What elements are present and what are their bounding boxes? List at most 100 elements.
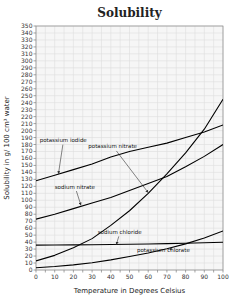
x-grid-line bbox=[148, 26, 149, 270]
y-tick bbox=[34, 221, 37, 222]
y-tick bbox=[34, 60, 37, 61]
y-tick-label: 230 bbox=[21, 106, 33, 113]
y-tick-label: 270 bbox=[21, 78, 33, 85]
y-tick bbox=[34, 214, 37, 215]
x-tick-label: 100 bbox=[217, 273, 229, 280]
y-grid-line bbox=[36, 130, 223, 131]
x-grid-line bbox=[64, 26, 65, 270]
grid bbox=[36, 26, 223, 270]
y-tick-label: 340 bbox=[21, 29, 33, 36]
y-tick-label: 180 bbox=[21, 141, 33, 148]
y-tick bbox=[34, 109, 37, 110]
lines bbox=[36, 99, 223, 268]
y-tick-label: 280 bbox=[21, 71, 33, 78]
x-grid-line bbox=[45, 26, 46, 270]
annotation-text: sodium nitrate bbox=[55, 184, 96, 190]
y-tick bbox=[34, 116, 37, 117]
y-grid-line bbox=[36, 158, 223, 159]
y-grid-line bbox=[36, 200, 223, 201]
y-tick bbox=[34, 53, 37, 54]
y-tick-label: 20 bbox=[25, 252, 33, 259]
y-tick bbox=[34, 235, 37, 236]
x-grid-line bbox=[204, 26, 205, 270]
x-tick bbox=[157, 270, 158, 273]
y-tick bbox=[34, 151, 37, 152]
y-tick-label: 110 bbox=[21, 189, 33, 196]
y-tick bbox=[34, 200, 37, 201]
y-tick bbox=[34, 207, 37, 208]
x-tick-label: 70 bbox=[163, 273, 171, 280]
x-tick bbox=[213, 270, 214, 273]
y-tick-label: 130 bbox=[21, 175, 33, 182]
y-grid-line bbox=[36, 109, 223, 110]
annotation-text: potassium chlorate bbox=[137, 247, 190, 254]
y-grid-line bbox=[36, 263, 223, 264]
y-tick-label: 10 bbox=[25, 259, 33, 266]
x-grid-line bbox=[176, 26, 177, 270]
series-line bbox=[36, 242, 223, 245]
y-tick bbox=[34, 67, 37, 68]
y-tick bbox=[34, 193, 37, 194]
y-tick-label: 160 bbox=[21, 154, 33, 161]
plot-area bbox=[36, 26, 223, 270]
x-tick bbox=[194, 270, 195, 273]
y-tick-label: 70 bbox=[25, 217, 33, 224]
x-tick-label: 0 bbox=[34, 273, 38, 280]
y-tick-label: 310 bbox=[21, 50, 33, 57]
annotation-text: sodium chloride bbox=[98, 229, 143, 235]
y-tick-label: 190 bbox=[21, 134, 33, 141]
y-tick bbox=[34, 102, 37, 103]
y-tick-label: 220 bbox=[21, 113, 33, 120]
y-axis-label: Solubility in g/ 100 cm³ water bbox=[3, 96, 11, 199]
series-line bbox=[36, 231, 223, 268]
x-tick bbox=[176, 270, 177, 273]
y-grid-line bbox=[36, 221, 223, 222]
y-tick bbox=[34, 144, 37, 145]
y-grid-line bbox=[36, 123, 223, 124]
annotation-text: potassium nitrate bbox=[88, 143, 137, 150]
series-line bbox=[36, 99, 223, 261]
x-tick-label: 80 bbox=[182, 273, 190, 280]
x-grid-line bbox=[54, 26, 55, 270]
y-grid-line bbox=[36, 46, 223, 47]
y-tick-label: 0 bbox=[29, 266, 33, 273]
x-grid-line bbox=[213, 26, 214, 270]
y-tick bbox=[34, 81, 37, 82]
y-tick-label: 240 bbox=[21, 99, 33, 106]
y-grid-line bbox=[36, 81, 223, 82]
series-line bbox=[36, 145, 223, 220]
y-grid-line bbox=[36, 179, 223, 180]
x-tick-label: 10 bbox=[51, 273, 59, 280]
y-tick bbox=[34, 123, 37, 124]
y-tick bbox=[34, 165, 37, 166]
y-tick bbox=[34, 249, 37, 250]
x-tick bbox=[138, 270, 139, 273]
y-grid-line bbox=[36, 32, 223, 33]
annotation-text: potassium iodide bbox=[40, 137, 88, 144]
chart: 0102030405060708090100010203040506070809… bbox=[0, 0, 231, 300]
y-tick-label: 300 bbox=[21, 57, 33, 64]
y-tick-label: 140 bbox=[21, 168, 33, 175]
plot-frame bbox=[36, 26, 223, 270]
x-tick-label: 30 bbox=[88, 273, 96, 280]
x-grid-line bbox=[157, 26, 158, 270]
y-tick bbox=[34, 95, 37, 96]
x-grid-line bbox=[185, 26, 186, 270]
y-tick-label: 150 bbox=[21, 161, 33, 168]
y-grid-line bbox=[36, 74, 223, 75]
x-tick-label: 90 bbox=[200, 273, 208, 280]
x-grid-line bbox=[166, 26, 167, 270]
y-grid-line bbox=[36, 165, 223, 166]
y-tick-label: 260 bbox=[21, 85, 33, 92]
x-axis-label: Temperature in Degrees Celsius bbox=[73, 287, 186, 295]
y-tick-label: 30 bbox=[25, 245, 33, 252]
y-tick-label: 320 bbox=[21, 43, 33, 50]
y-tick-label: 200 bbox=[21, 127, 33, 134]
y-tick-label: 100 bbox=[21, 196, 33, 203]
y-tick-label: 290 bbox=[21, 64, 33, 71]
y-tick bbox=[34, 270, 37, 271]
title: Solubility bbox=[97, 6, 163, 20]
y-grid-line bbox=[36, 95, 223, 96]
y-tick-label: 60 bbox=[25, 224, 33, 231]
y-tick-label: 170 bbox=[21, 147, 33, 154]
